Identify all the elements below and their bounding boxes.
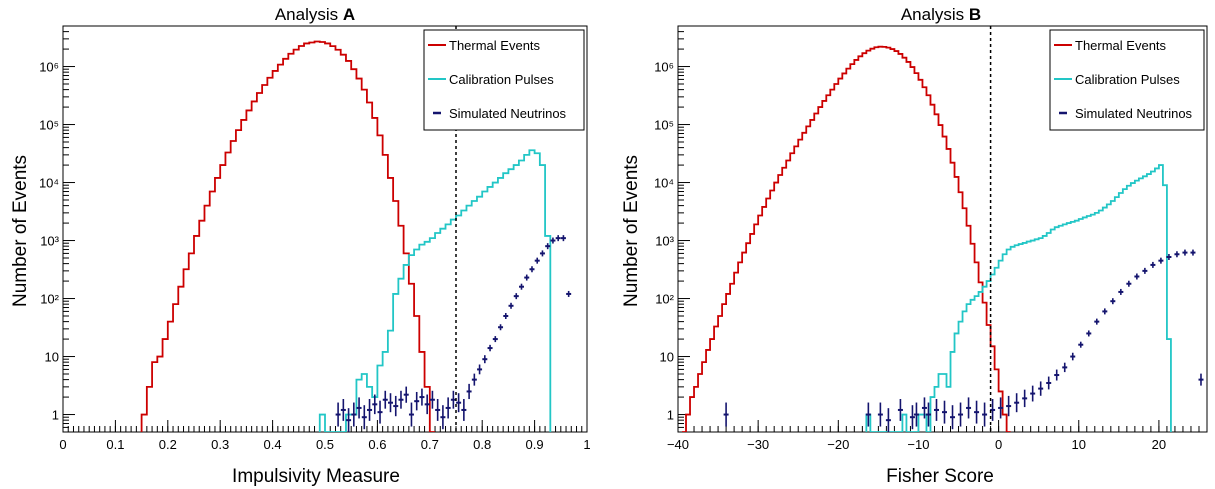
- x-tick-label: −40: [667, 437, 689, 452]
- legend-entry-label: Calibration Pulses: [1075, 72, 1180, 87]
- x-tick-label: 0.2: [159, 437, 177, 452]
- x-tick-label: −10: [907, 437, 929, 452]
- y-tick-label: 10: [45, 350, 59, 365]
- x-tick-label: −20: [827, 437, 849, 452]
- series-group: [682, 45, 1204, 432]
- y-tick-label: 1: [52, 408, 59, 423]
- y-tick-label: 10²: [40, 292, 59, 307]
- legend-entry-label: Calibration Pulses: [449, 72, 554, 87]
- x-tick-label: 0.6: [368, 437, 386, 452]
- legend-entry-label: Thermal Events: [1075, 38, 1167, 53]
- legend-box: [423, 29, 585, 131]
- x-tick-label: 0.5: [316, 437, 334, 452]
- x-tick-label: 0: [59, 437, 66, 452]
- legend-entry-label: Simulated Neutrinos: [449, 106, 567, 121]
- series-thermal-events: [140, 40, 436, 432]
- legend-entry-label: Simulated Neutrinos: [1075, 106, 1193, 121]
- y-tick-label: 10⁴: [654, 176, 674, 191]
- x-tick-label: 0.7: [421, 437, 439, 452]
- legend-entry-label: Thermal Events: [449, 38, 541, 53]
- y-axis-label: Number of Events: [10, 155, 31, 307]
- panel-analysis-a: Analysis A Number of Events Impulsivity …: [10, 5, 591, 487]
- series-calibration-pulses: [865, 164, 1172, 432]
- y-tick-label: 10⁶: [39, 60, 59, 75]
- y-tick-label: 1: [667, 408, 674, 423]
- y-tick-label: 10²: [655, 292, 674, 307]
- y-tick-label: 10³: [655, 234, 674, 249]
- x-tick-label: 0.9: [526, 437, 544, 452]
- series-group: [140, 40, 572, 432]
- x-axis-label: Fisher Score: [886, 466, 994, 487]
- series-calibration-pulses: [318, 149, 552, 432]
- y-tick-label: 10⁵: [654, 118, 674, 133]
- x-tick-label: −30: [747, 437, 769, 452]
- y-tick-label: 10³: [40, 234, 59, 249]
- panel-analysis-b: Analysis B Number of Events Fisher Score…: [621, 5, 1208, 487]
- y-tick-label: 10⁵: [39, 118, 59, 133]
- x-tick-label: 0.3: [211, 437, 229, 452]
- y-tick-label: 10⁴: [39, 176, 59, 191]
- y-tick-label: 10: [660, 350, 674, 365]
- y-tick-label: 10⁶: [654, 60, 674, 75]
- x-tick-label: 0.1: [106, 437, 124, 452]
- x-axis-label: Impulsivity Measure: [232, 466, 400, 487]
- series-thermal-events: [682, 45, 1011, 432]
- y-axis-label: Number of Events: [621, 155, 642, 307]
- x-tick-label: 0: [995, 437, 1002, 452]
- legend-box: [1049, 29, 1205, 131]
- panel-title: Analysis A: [275, 5, 355, 24]
- x-tick-label: 20: [1152, 437, 1166, 452]
- x-tick-label: 0.8: [473, 437, 491, 452]
- x-tick-label: 10: [1072, 437, 1086, 452]
- x-tick-label: 0.4: [264, 437, 282, 452]
- panel-title: Analysis B: [901, 5, 981, 24]
- x-tick-label: 1: [583, 437, 590, 452]
